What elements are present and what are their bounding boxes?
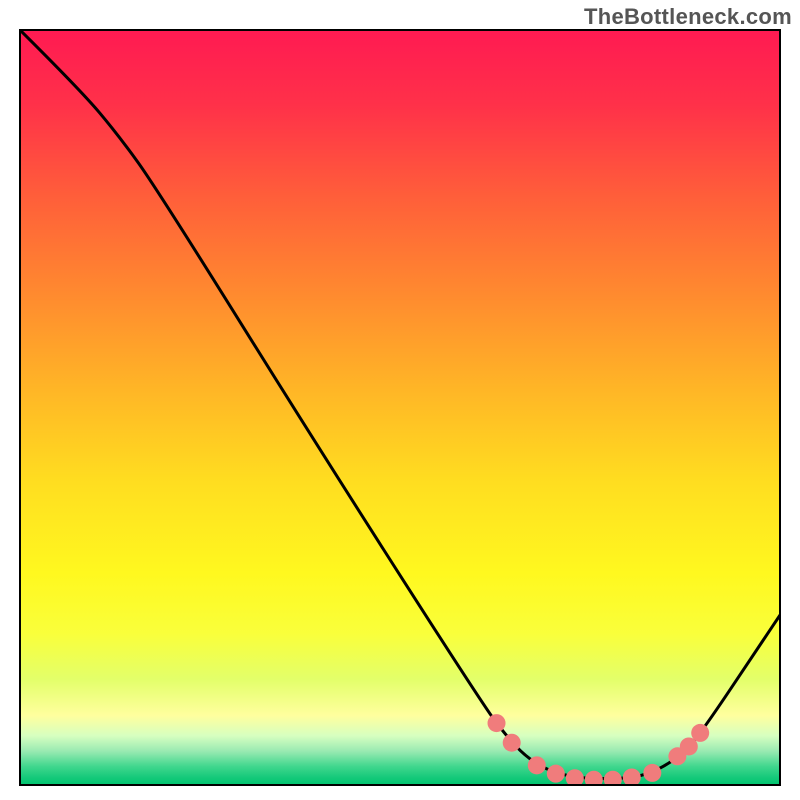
marker-dot bbox=[691, 724, 709, 742]
plot-background bbox=[20, 30, 780, 785]
marker-dot bbox=[585, 771, 603, 789]
marker-dot bbox=[528, 756, 546, 774]
chart-container: TheBottleneck.com bbox=[0, 0, 800, 800]
watermark-text: TheBottleneck.com bbox=[584, 4, 792, 30]
bottleneck-curve-chart bbox=[0, 0, 800, 800]
marker-dot bbox=[623, 768, 641, 786]
marker-dot bbox=[547, 765, 565, 783]
marker-dot bbox=[488, 714, 506, 732]
marker-dot bbox=[503, 734, 521, 752]
marker-dot bbox=[643, 764, 661, 782]
marker-dot bbox=[604, 771, 622, 789]
